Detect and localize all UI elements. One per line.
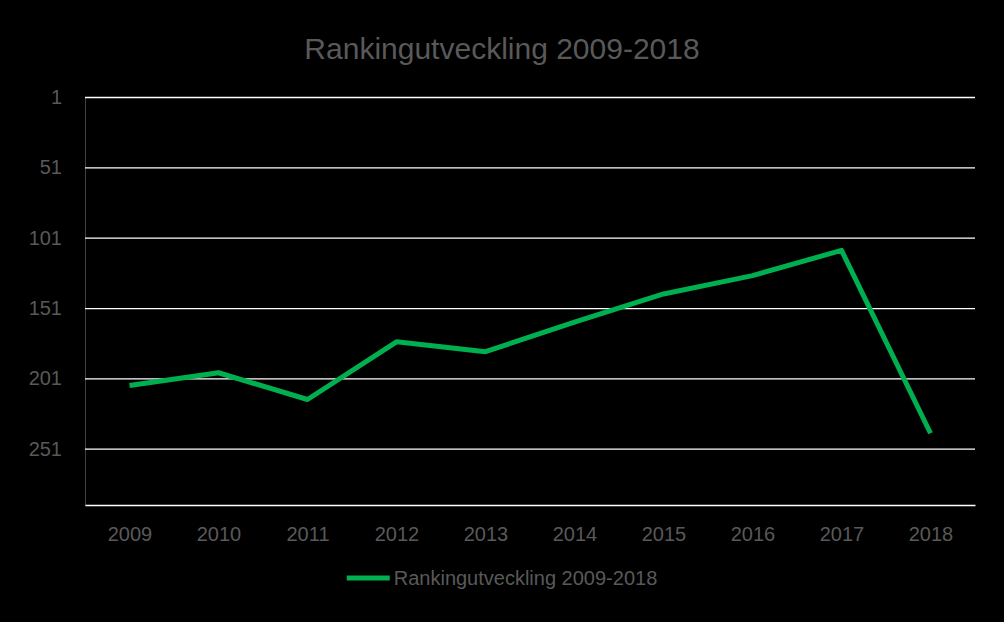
x-tick-label: 2013 xyxy=(464,523,509,545)
chart: Rankingutveckling 2009-20181511011512012… xyxy=(0,0,1004,622)
x-tick: 2010 xyxy=(197,505,242,545)
x-tick: 2009 xyxy=(108,505,153,545)
y-tick: 101 xyxy=(29,227,975,249)
y-tick: 151 xyxy=(29,297,975,319)
x-tick: 2015 xyxy=(642,505,687,545)
y-tick-label: 51 xyxy=(40,156,62,178)
x-tick: 2017 xyxy=(820,505,865,545)
x-tick: 2014 xyxy=(553,505,598,545)
x-tick-label: 2015 xyxy=(642,523,687,545)
y-tick-label: 251 xyxy=(29,438,62,460)
y-tick-label: 201 xyxy=(29,367,62,389)
title: Rankingutveckling 2009-2018 xyxy=(304,32,699,65)
x-axis-line xyxy=(86,505,976,506)
legend-item: Rankingutveckling 2009-2018 xyxy=(347,567,658,589)
x-axis: 2009 2010 2011 2012 2013 2014 2015 2016 2017 2018 xyxy=(86,505,976,545)
legend: Rankingutveckling 2009-2018 xyxy=(347,567,658,589)
grid-line xyxy=(85,167,975,168)
grid-line xyxy=(85,238,975,239)
x-tick: 2011 xyxy=(286,505,329,545)
x-tick: 2012 xyxy=(375,505,420,545)
series-line xyxy=(130,250,931,433)
x-tick-label: 2018 xyxy=(909,523,954,545)
x-tick: 2018 xyxy=(909,505,954,545)
x-tick: 2013 xyxy=(464,505,509,545)
lines xyxy=(130,250,931,433)
y-tick-label: 151 xyxy=(29,297,62,319)
grid-line xyxy=(85,97,975,98)
x-tick-label: 2016 xyxy=(731,523,776,545)
y-tick: 1 xyxy=(51,86,975,108)
x-tick-label: 2014 xyxy=(553,523,598,545)
x-tick-label: 2017 xyxy=(820,523,865,545)
x-tick-label: 2011 xyxy=(286,523,329,545)
x-tick-label: 2012 xyxy=(375,523,420,545)
x-tick-label: 2009 xyxy=(108,523,153,545)
y-axis-line xyxy=(86,98,976,506)
legend-symbol xyxy=(347,576,390,581)
background xyxy=(0,0,1004,622)
y-tick: 251 xyxy=(29,438,975,460)
y-tick-label: 1 xyxy=(51,86,62,108)
y-tick: 51 xyxy=(40,156,975,178)
plot: 1511011512012512009201020112012201320142… xyxy=(29,86,976,545)
y-axis: 151101151201251 xyxy=(29,86,975,506)
y-tick-label: 101 xyxy=(29,227,62,249)
x-tick: 2016 xyxy=(731,505,776,545)
legend-label: Rankingutveckling 2009-2018 xyxy=(394,567,658,589)
grid-line xyxy=(85,308,975,309)
x-tick-label: 2010 xyxy=(197,523,242,545)
grid-line xyxy=(85,378,975,379)
grid-line xyxy=(85,449,975,450)
